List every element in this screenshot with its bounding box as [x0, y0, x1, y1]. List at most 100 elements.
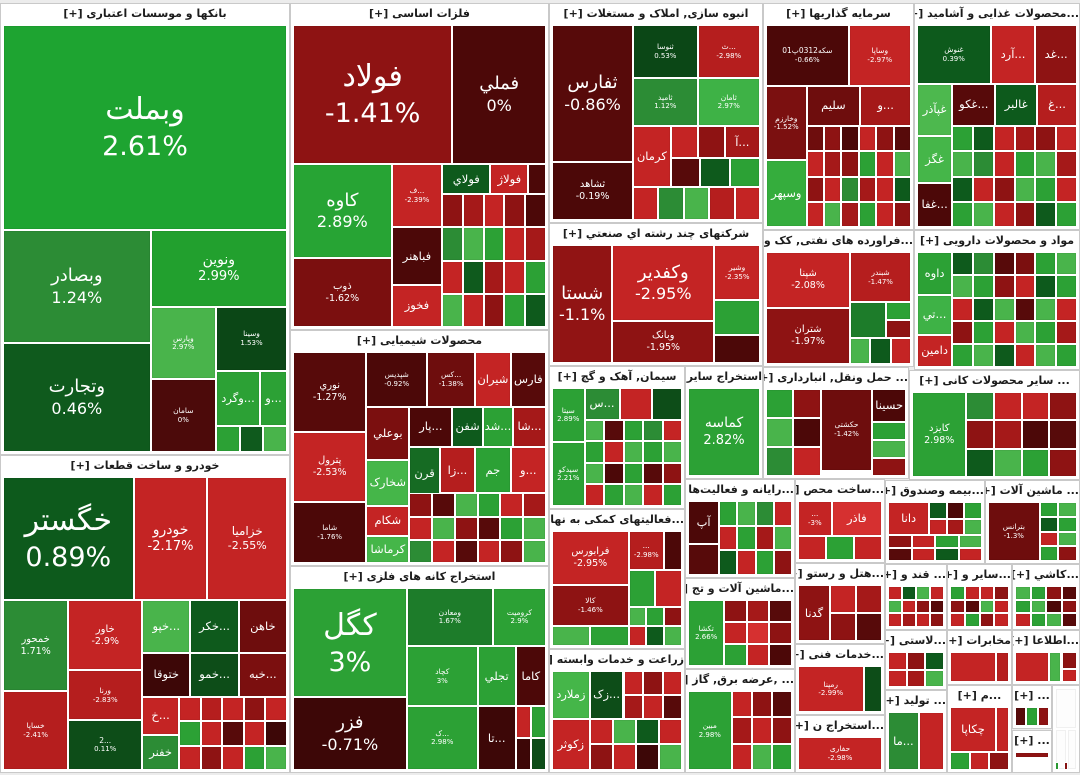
stock-tile-...شد[interactable]: ...شد: [482, 406, 514, 447]
stock-tile-فزر[interactable]: فزر -0.71%: [293, 697, 407, 770]
stock-tile-فارس[interactable]: فارس: [510, 352, 546, 407]
stock-tile-small[interactable]: [643, 484, 663, 506]
stock-tile-small[interactable]: [993, 201, 1015, 227]
stock-tile-small[interactable]: [755, 525, 774, 551]
stock-tile-شاما[interactable]: شاما -1.76%: [293, 501, 367, 563]
stock-tile-small[interactable]: [994, 420, 1022, 449]
stock-tile-small[interactable]: [1056, 126, 1077, 152]
sector-header-hotel[interactable]: ...هتل و رستو [+]: [796, 567, 884, 580]
stock-tile-وکفدیر[interactable]: وکفدیر -2.95%: [612, 245, 715, 321]
stock-tile-small[interactable]: [746, 622, 770, 644]
stock-tile-small[interactable]: [972, 151, 994, 177]
stock-tile-small[interactable]: [243, 696, 266, 722]
stock-tile-...غکو[interactable]: ...غکو: [952, 83, 996, 126]
stock-tile-وتجارت[interactable]: وتجارت 0.46%: [3, 343, 151, 452]
stock-tile-small[interactable]: [477, 539, 501, 563]
stock-tile-small[interactable]: [972, 252, 994, 275]
stock-tile-small[interactable]: [751, 717, 772, 744]
stock-tile-small[interactable]: [635, 718, 659, 745]
stock-tile-small[interactable]: [265, 745, 287, 770]
stock-tile-سلیم[interactable]: سلیم: [806, 85, 861, 126]
stock-tile-شفن[interactable]: شفن: [452, 406, 483, 447]
stock-tile[interactable]: [850, 302, 887, 339]
stock-tile-small[interactable]: [409, 539, 433, 563]
stock-tile-...غد[interactable]: ...غد: [1035, 25, 1077, 84]
stock-tile-ثشاهد[interactable]: ثشاهد -0.19%: [552, 161, 634, 220]
stock-tile-فولاي[interactable]: فولاي: [442, 163, 491, 195]
stock-tile-کرمان[interactable]: کرمان: [633, 126, 671, 187]
stock-tile-small[interactable]: [1049, 448, 1077, 477]
stock-tile-small[interactable]: [826, 536, 854, 560]
stock-tile-small[interactable]: [664, 606, 682, 627]
stock-tile[interactable]: [714, 300, 760, 335]
stock-tile-small[interactable]: [1021, 448, 1050, 477]
stock-tile-small[interactable]: [952, 126, 973, 152]
stock-tile-small[interactable]: [643, 694, 663, 719]
stock-tile-small[interactable]: [525, 260, 546, 294]
stock-tile-small[interactable]: [823, 201, 842, 227]
stock-tile-خاور[interactable]: خاور -2.9%: [68, 600, 143, 671]
stock-tile-small[interactable]: [454, 516, 478, 540]
stock-tile-small[interactable]: [477, 493, 501, 517]
stock-tile-small[interactable]: [483, 293, 505, 327]
sector-header-computer[interactable]: ...رایانه و فعالیت‌ها [+]: [686, 483, 794, 496]
stock-tile-small[interactable]: [972, 321, 994, 344]
stock-tile-small[interactable]: [952, 151, 973, 177]
stock-tile-small[interactable]: [730, 157, 760, 187]
stock-tile-...زا[interactable]: ...زا: [439, 446, 476, 494]
stock-tile-small[interactable]: [876, 176, 894, 202]
stock-tile-small[interactable]: [1056, 344, 1077, 367]
stock-tile-small[interactable]: [1014, 151, 1036, 177]
sector-header-food[interactable]: ...محصولات غذایی و آشامید [+]: [915, 7, 1079, 20]
stock-tile-small[interactable]: [633, 186, 659, 220]
stock-tile-جم[interactable]: جم: [475, 446, 511, 494]
stock-tile-small[interactable]: [1049, 392, 1077, 421]
stock-tile-small[interactable]: [263, 426, 287, 452]
stock-tile-تجلي[interactable]: تجلي: [477, 646, 516, 707]
stock-tile-...خکر[interactable]: ...خکر: [190, 600, 239, 653]
stock-tile-small[interactable]: [958, 535, 982, 548]
stock-tile-رمپنا[interactable]: رمپنا -2.99%: [798, 666, 864, 712]
stock-tile-small[interactable]: [993, 252, 1015, 275]
stock-tile-small[interactable]: [950, 752, 970, 770]
stock-tile-small[interactable]: [979, 613, 995, 627]
stock-tile-چکاپا[interactable]: چکاپا: [950, 707, 997, 753]
stock-tile-مبین[interactable]: مبین 2.98%: [688, 691, 732, 770]
stock-tile[interactable]: [1067, 729, 1077, 770]
stock-tile-small[interactable]: [623, 671, 643, 695]
stock-tile-small[interactable]: [623, 694, 643, 719]
stock-tile-کاوه[interactable]: کاوه 2.89%: [293, 163, 392, 258]
sector-header-power[interactable]: ... ,عرضه برق, گاز [+]: [686, 673, 794, 686]
stock-tile-small[interactable]: [612, 744, 636, 770]
stock-tile-small[interactable]: [855, 585, 882, 613]
stock-tile-داوه[interactable]: داوه: [917, 252, 953, 295]
stock-tile-وبملت[interactable]: وبملت 2.61%: [3, 25, 287, 230]
stock-tile-small[interactable]: [662, 484, 682, 506]
stock-tile-small[interactable]: [993, 321, 1015, 344]
stock-tile-small[interactable]: [946, 502, 965, 519]
stock-tile[interactable]: [996, 707, 1009, 753]
stock-tile-small[interactable]: [623, 484, 643, 506]
stock-tile-small[interactable]: [179, 696, 201, 722]
stock-tile-small[interactable]: [623, 441, 643, 463]
stock-tile-سامان[interactable]: سامان 0%: [150, 379, 216, 452]
stock-tile-...غ[interactable]: ...غ: [1037, 83, 1077, 126]
stock-tile-small[interactable]: [628, 570, 656, 607]
stock-tile-small[interactable]: [972, 298, 994, 321]
stock-tile-small[interactable]: [793, 389, 821, 418]
stock-tile-small[interactable]: [806, 126, 824, 152]
stock-tile-small[interactable]: [972, 176, 994, 202]
stock-tile-...کس[interactable]: ...کس -1.38%: [427, 352, 476, 407]
stock-tile-small[interactable]: [1039, 546, 1059, 561]
stock-tile-small[interactable]: [523, 539, 546, 563]
stock-tile-small[interactable]: [886, 320, 911, 339]
stock-tile-small[interactable]: [500, 516, 524, 540]
stock-tile-small[interactable]: [724, 622, 747, 644]
stock-tile-small[interactable]: [504, 260, 526, 294]
stock-tile-small[interactable]: [766, 389, 794, 418]
stock-tile-فخوز[interactable]: فخوز: [391, 284, 443, 327]
stock-tile-small[interactable]: [590, 626, 629, 646]
stock-tile[interactable]: [652, 388, 682, 420]
stock-tile-small[interactable]: [793, 447, 821, 476]
stock-tile-زملارد[interactable]: زملارد: [552, 671, 590, 719]
